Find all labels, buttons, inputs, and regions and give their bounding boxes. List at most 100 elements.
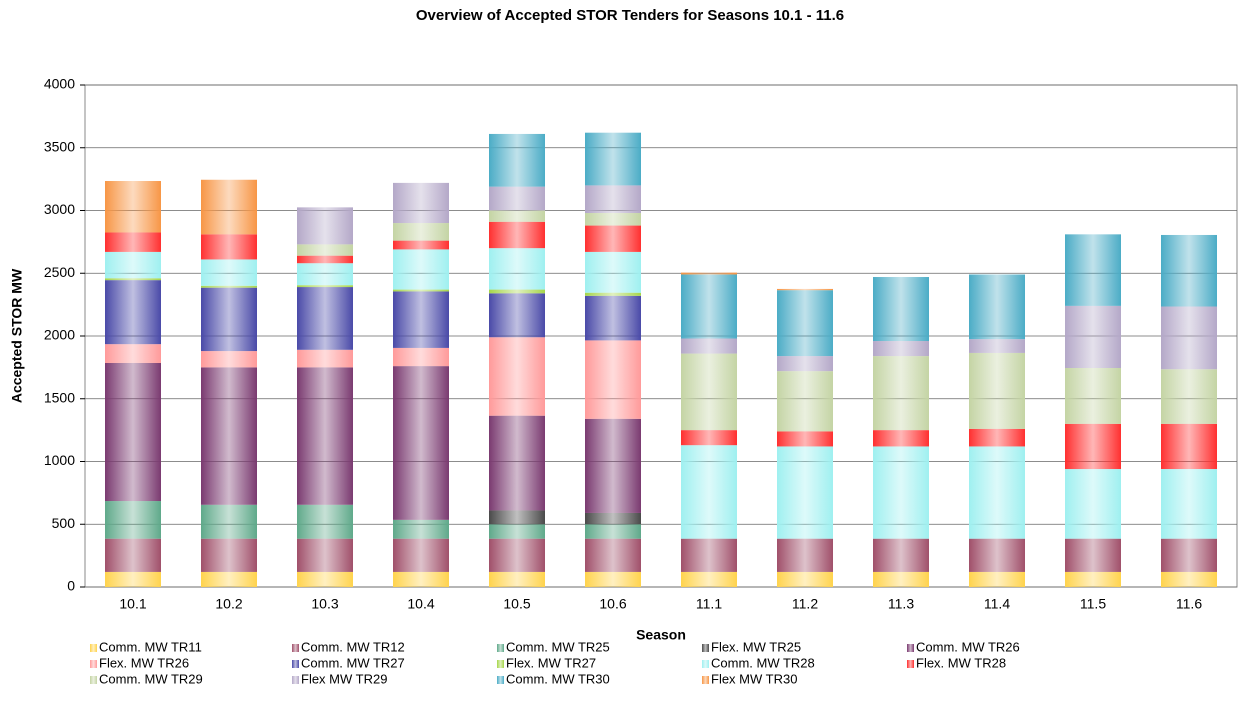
bar-segment [873,571,929,587]
legend-label: Flex MW TR29 [301,671,387,686]
y-tick-label: 3500 [44,138,75,154]
legend-swatch [497,676,504,684]
bar-segment [681,571,737,587]
bar-segment [969,352,1025,429]
bar-segment [585,225,641,252]
bar-segment [489,415,545,511]
x-axis-label: Season [636,627,686,643]
bar-segment [585,571,641,587]
bar-segment [585,251,641,293]
legend-swatch [292,660,299,668]
y-tick-label: 1500 [44,389,75,405]
bar-segment [489,210,545,222]
bar-segment [393,538,449,572]
bar-segment [105,251,161,279]
bar-segment [105,278,161,281]
bar-segment [489,337,545,416]
bar-segment [297,263,353,286]
bar-segment [201,234,257,260]
bar-segment [297,244,353,256]
bar-segment [873,538,929,572]
bar-segment [681,272,737,275]
bar-segment [489,524,545,539]
bar-segment [1065,368,1121,424]
bar-segment [873,341,929,357]
bar-segment [585,185,641,214]
legend-swatch [90,660,97,668]
bar-segment [585,538,641,572]
bar-segment [1161,306,1217,370]
bar-segment [1065,469,1121,539]
bar-segment [489,289,545,294]
bar-segment [777,288,833,291]
legend-label: Flex MW TR30 [711,671,797,686]
bar-segment [201,259,257,286]
bar-segment [201,351,257,368]
bar-segment [585,292,641,296]
bar-segment [297,571,353,587]
bar-segment [393,347,449,367]
bar-segment [969,274,1025,340]
chart-title: Overview of Accepted STOR Tenders for Se… [416,7,844,24]
bar-segment [585,213,641,226]
legend-swatch [702,660,709,668]
x-tick-label: 11.1 [696,596,722,612]
bar-segment [1065,571,1121,587]
legend-swatch [497,644,504,652]
bar-segment [297,349,353,368]
bar-segment [681,338,737,354]
legend-swatch [292,676,299,684]
legend-label: Comm. MW TR26 [916,639,1020,654]
bar-segment [969,571,1025,587]
legend-swatch [702,676,709,684]
bar-segment [393,366,449,520]
bar-segment [393,291,449,348]
bar-segment [1161,423,1217,470]
bar-segment [393,519,449,539]
bar-segment [585,418,641,513]
bar-segment [777,571,833,587]
legend-label: Flex. MW TR27 [506,655,596,670]
bar-segment [393,289,449,292]
bar-segment [297,367,353,505]
bar-segment [105,362,161,502]
bar-segment [297,504,353,539]
bar-segment [777,538,833,572]
bar-segment [105,571,161,587]
bar-segment [489,510,545,525]
legend-label: Comm. MW TR30 [506,671,610,686]
legend-swatch [90,676,97,684]
legend-label: Flex. MW TR28 [916,655,1006,670]
bar-segment [489,571,545,587]
y-tick-label: 4000 [44,76,75,92]
bar-segment [393,240,449,250]
bar-segment [969,538,1025,572]
bar-segment [585,340,641,419]
y-tick-label: 2000 [44,327,75,343]
bar-segment [489,133,545,187]
bar-segment [489,538,545,572]
bar-segment [105,280,161,345]
bar-segment [777,446,833,539]
bar-segment [1065,234,1121,306]
x-tick-label: 11.4 [984,596,1010,612]
bar-segment [1161,369,1217,424]
bar-segment [105,501,161,539]
bar-segment [681,274,737,339]
bar-segment [873,356,929,431]
bar-segment [105,344,161,363]
bar-segment [393,249,449,290]
bar-segment [201,179,257,235]
bar-segment [105,232,161,252]
bar-segment [297,255,353,264]
bar-segment [1065,305,1121,369]
bar-segment [969,428,1025,447]
y-tick-label: 1000 [44,452,75,468]
legend-swatch [497,660,504,668]
x-tick-label: 11.2 [792,596,818,612]
legend-swatch [702,644,709,652]
bar-segment [297,538,353,572]
bar-segment [873,446,929,539]
bar-segment [201,538,257,572]
